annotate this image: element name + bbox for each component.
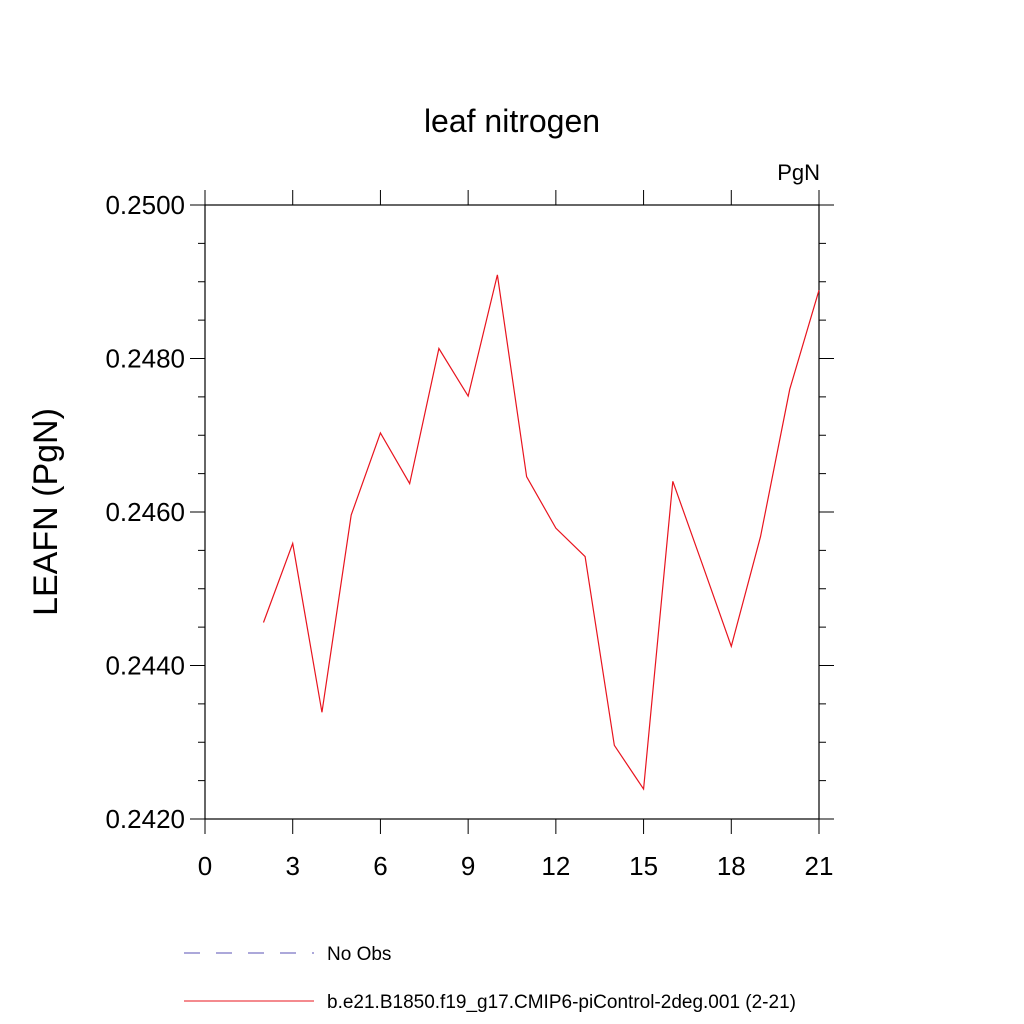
y-tick-labels: 0.2420 0.2440 0.2460 0.2480 0.2500	[105, 190, 185, 834]
legend-label-0: No Obs	[327, 944, 391, 965]
unit-label: PgN	[777, 160, 820, 185]
series-line-0	[262, 274, 820, 791]
x-tick-label: 0	[198, 851, 212, 881]
y-tick-label: 0.2480	[105, 344, 185, 374]
y-tick-label: 0.2500	[105, 190, 185, 220]
x-tick-label: 6	[373, 851, 387, 881]
x-tick-label: 21	[805, 851, 834, 881]
x-tick-label: 3	[285, 851, 299, 881]
x-tick-labels: 0 3 6 9 12 15 18 21	[198, 851, 834, 881]
axis-ticks	[190, 190, 834, 834]
x-tick-label: 9	[461, 851, 475, 881]
x-tick-label: 18	[717, 851, 746, 881]
x-tick-label: 15	[629, 851, 658, 881]
y-tick-label: 0.2420	[105, 804, 185, 834]
y-axis-label: LEAFN (PgN)	[27, 408, 65, 616]
series-lines	[262, 274, 820, 791]
plot-frame	[204, 204, 820, 820]
legend: No Obs b.e21.B1850.f19_g17.CMIP6-piContro…	[184, 944, 796, 1013]
legend-label-1: b.e21.B1850.f19_g17.CMIP6-piControl-2deg…	[327, 992, 796, 1013]
x-tick-label: 12	[541, 851, 570, 881]
y-tick-label: 0.2440	[105, 651, 185, 681]
y-tick-label: 0.2460	[105, 497, 185, 527]
chart-title: leaf nitrogen	[424, 103, 600, 139]
